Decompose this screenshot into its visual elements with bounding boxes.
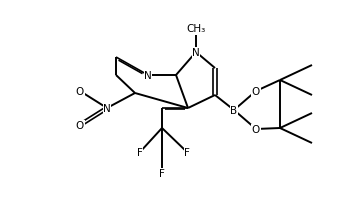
Text: CH₃: CH₃ <box>186 24 206 34</box>
Text: B: B <box>230 106 237 116</box>
Text: F: F <box>184 148 190 158</box>
Text: O: O <box>252 87 260 97</box>
Text: F: F <box>137 148 143 158</box>
Text: N: N <box>144 71 152 81</box>
Text: N: N <box>103 104 111 114</box>
Text: O: O <box>76 121 84 131</box>
Text: O: O <box>76 87 84 97</box>
Text: N: N <box>192 48 200 58</box>
Text: O: O <box>252 125 260 135</box>
Text: F: F <box>159 169 165 179</box>
